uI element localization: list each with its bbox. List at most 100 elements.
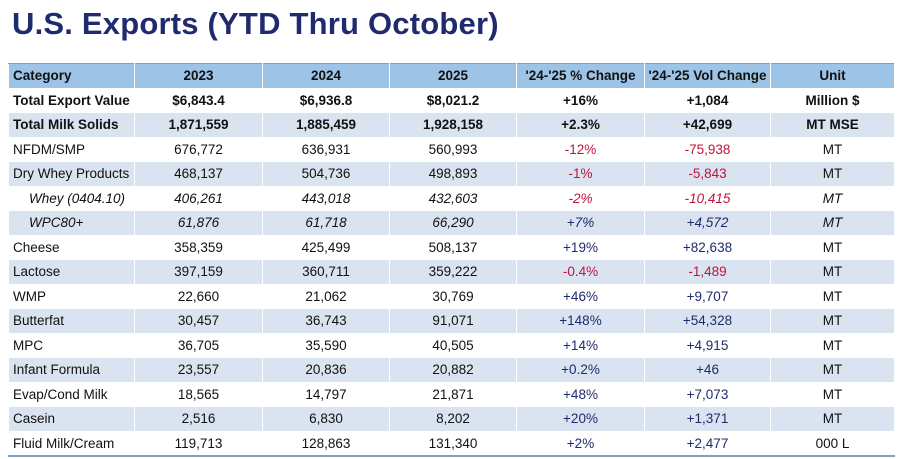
header-pct-change: '24-'25 % Change bbox=[516, 63, 645, 89]
row-2023: 22,660 bbox=[134, 283, 263, 309]
row-2024: 21,062 bbox=[262, 283, 390, 309]
row-2025: $8,021.2 bbox=[389, 87, 517, 113]
row-vol-change: +9,707 bbox=[644, 283, 771, 309]
row-2023: 358,359 bbox=[134, 234, 263, 260]
row-pct-change: +7% bbox=[516, 210, 645, 236]
header-unit: Unit bbox=[770, 63, 895, 89]
row-vol-change: +1,371 bbox=[644, 406, 771, 432]
row-category: MPC bbox=[8, 332, 135, 358]
row-category: Fluid Milk/Cream bbox=[8, 430, 135, 457]
row-pct-change: +148% bbox=[516, 308, 645, 334]
row-2024: 636,931 bbox=[262, 136, 390, 162]
row-unit: MT MSE bbox=[770, 112, 895, 138]
row-pct-change: +16% bbox=[516, 87, 645, 113]
row-category: Butterfat bbox=[8, 308, 135, 334]
row-unit: MT bbox=[770, 406, 895, 432]
row-2024: 504,736 bbox=[262, 161, 390, 187]
row-unit: MT bbox=[770, 308, 895, 334]
row-2024: $6,936.8 bbox=[262, 87, 390, 113]
row-category: WMP bbox=[8, 283, 135, 309]
row-2024: 360,711 bbox=[262, 259, 390, 285]
row-vol-change: +1,084 bbox=[644, 87, 771, 113]
row-2025: 432,603 bbox=[389, 185, 517, 211]
row-vol-change: -1,489 bbox=[644, 259, 771, 285]
row-category: Evap/Cond Milk bbox=[8, 381, 135, 407]
row-pct-change: +20% bbox=[516, 406, 645, 432]
row-2025: 20,882 bbox=[389, 357, 517, 383]
row-2023: 36,705 bbox=[134, 332, 263, 358]
row-vol-change: -75,938 bbox=[644, 136, 771, 162]
row-pct-change: +2% bbox=[516, 430, 645, 457]
row-pct-change: +46% bbox=[516, 283, 645, 309]
row-2024: 128,863 bbox=[262, 430, 390, 457]
table-row: Whey (0404.10) 406,261 443,018 432,603 -… bbox=[8, 185, 895, 211]
row-category: Casein bbox=[8, 406, 135, 432]
row-2023: 2,516 bbox=[134, 406, 263, 432]
row-2024: 20,836 bbox=[262, 357, 390, 383]
row-unit: MT bbox=[770, 283, 895, 309]
row-2024: 425,499 bbox=[262, 234, 390, 260]
row-2025: 131,340 bbox=[389, 430, 517, 457]
header-vol-change: '24-'25 Vol Change bbox=[644, 63, 771, 89]
row-unit: Million $ bbox=[770, 87, 895, 113]
row-category: Total Export Value bbox=[8, 87, 135, 113]
row-2023: 23,557 bbox=[134, 357, 263, 383]
row-category: NFDM/SMP bbox=[8, 136, 135, 162]
row-2024: 443,018 bbox=[262, 185, 390, 211]
row-2023: 676,772 bbox=[134, 136, 263, 162]
table-row: Dry Whey Products 468,137 504,736 498,89… bbox=[8, 161, 895, 187]
table-row: Fluid Milk/Cream 119,713 128,863 131,340… bbox=[8, 430, 895, 457]
row-pct-change: -2% bbox=[516, 185, 645, 211]
row-pct-change: +14% bbox=[516, 332, 645, 358]
row-vol-change: -10,415 bbox=[644, 185, 771, 211]
row-2024: 6,830 bbox=[262, 406, 390, 432]
row-vol-change: +4,572 bbox=[644, 210, 771, 236]
row-2023: 468,137 bbox=[134, 161, 263, 187]
table-row: WMP 22,660 21,062 30,769 +46% +9,707 MT bbox=[8, 283, 895, 309]
row-category: Whey (0404.10) bbox=[8, 185, 135, 211]
table-row: WPC80+ 61,876 61,718 66,290 +7% +4,572 M… bbox=[8, 210, 895, 236]
row-vol-change: -5,843 bbox=[644, 161, 771, 187]
row-vol-change: +54,328 bbox=[644, 308, 771, 334]
row-pct-change: -12% bbox=[516, 136, 645, 162]
row-2024: 36,743 bbox=[262, 308, 390, 334]
row-vol-change: +2,477 bbox=[644, 430, 771, 457]
row-2025: 560,993 bbox=[389, 136, 517, 162]
table-row: Infant Formula 23,557 20,836 20,882 +0.2… bbox=[8, 357, 895, 383]
row-vol-change: +7,073 bbox=[644, 381, 771, 407]
row-2025: 30,769 bbox=[389, 283, 517, 309]
row-2023: 18,565 bbox=[134, 381, 263, 407]
row-2025: 8,202 bbox=[389, 406, 517, 432]
row-category: Lactose bbox=[8, 259, 135, 285]
row-category: WPC80+ bbox=[8, 210, 135, 236]
row-unit: MT bbox=[770, 185, 895, 211]
table-row: Total Milk Solids 1,871,559 1,885,459 1,… bbox=[8, 112, 895, 138]
row-2025: 40,505 bbox=[389, 332, 517, 358]
table-row: Butterfat 30,457 36,743 91,071 +148% +54… bbox=[8, 308, 895, 334]
row-2024: 61,718 bbox=[262, 210, 390, 236]
row-2023: 119,713 bbox=[134, 430, 263, 457]
row-pct-change: -1% bbox=[516, 161, 645, 187]
row-vol-change: +42,699 bbox=[644, 112, 771, 138]
row-unit: MT bbox=[770, 259, 895, 285]
header-2024: 2024 bbox=[262, 63, 390, 89]
exports-table: Category 2023 2024 2025 '24-'25 % Change… bbox=[8, 63, 895, 457]
table-row: MPC 36,705 35,590 40,505 +14% +4,915 MT bbox=[8, 332, 895, 358]
row-unit: MT bbox=[770, 210, 895, 236]
row-unit: MT bbox=[770, 161, 895, 187]
row-2024: 14,797 bbox=[262, 381, 390, 407]
row-unit: MT bbox=[770, 136, 895, 162]
row-2023: 1,871,559 bbox=[134, 112, 263, 138]
row-pct-change: -0.4% bbox=[516, 259, 645, 285]
row-2025: 91,071 bbox=[389, 308, 517, 334]
row-pct-change: +2.3% bbox=[516, 112, 645, 138]
row-2023: 61,876 bbox=[134, 210, 263, 236]
table-row: Lactose 397,159 360,711 359,222 -0.4% -1… bbox=[8, 259, 895, 285]
row-2023: 397,159 bbox=[134, 259, 263, 285]
row-category: Total Milk Solids bbox=[8, 112, 135, 138]
row-unit: MT bbox=[770, 381, 895, 407]
row-unit: MT bbox=[770, 332, 895, 358]
row-2025: 508,137 bbox=[389, 234, 517, 260]
row-vol-change: +82,638 bbox=[644, 234, 771, 260]
